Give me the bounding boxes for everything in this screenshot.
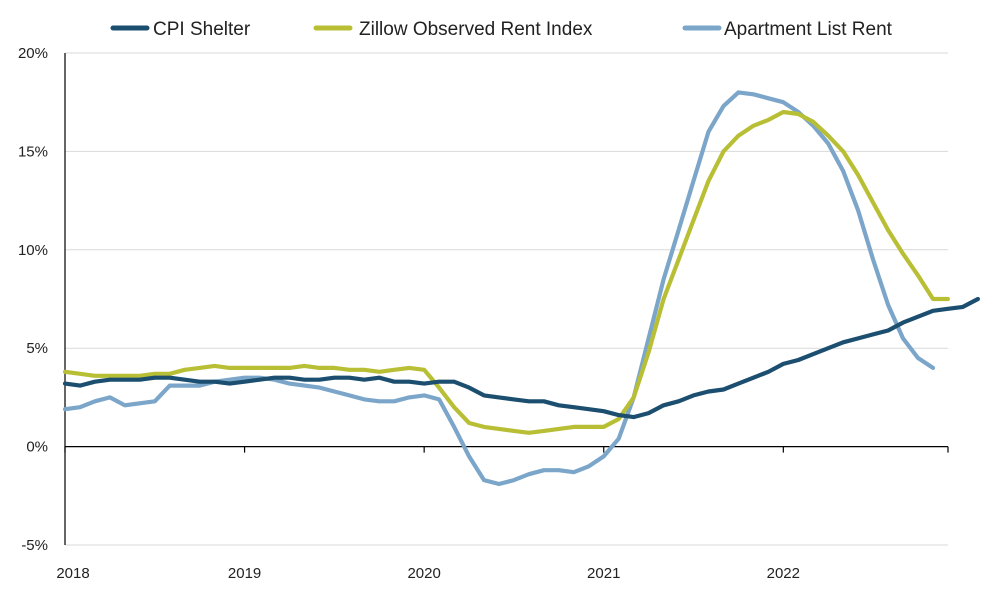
legend-label-2: Apartment List Rent	[724, 19, 893, 40]
y-tick-label: 0%	[26, 439, 48, 456]
legend: CPI Shelter Zillow Observed Rent Index Apa…	[110, 19, 893, 40]
series-lines	[62, 90, 981, 487]
x-tick-label: 2019	[228, 565, 261, 582]
x-tick-label: 2021	[587, 565, 620, 582]
x-tick-label: 2018	[56, 565, 89, 582]
legend-label-1: Zillow Observed Rent Index	[359, 19, 593, 40]
y-tick-label: 15%	[18, 143, 48, 160]
y-tick-label: -5%	[21, 537, 48, 554]
gridlines	[65, 52, 948, 546]
series-line-0	[62, 296, 981, 420]
x-tick-label: 2020	[407, 565, 440, 582]
y-tick-label: 10%	[18, 242, 48, 259]
y-tick-label: 20%	[18, 45, 48, 62]
y-tick-label: 5%	[26, 340, 48, 357]
series-line-1	[62, 109, 951, 435]
axes: -5% 0% 5% 10% 15% 20% 2018 2019 2020 2021 2022	[18, 45, 949, 582]
x-tick-label: 2022	[767, 565, 800, 582]
legend-label-0: CPI Shelter	[153, 19, 251, 40]
